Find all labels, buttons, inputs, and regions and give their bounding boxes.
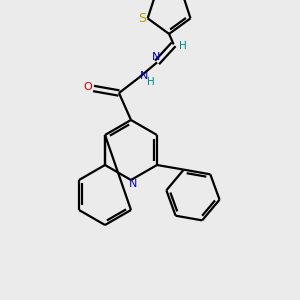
Text: N: N <box>152 52 160 62</box>
Text: O: O <box>84 82 92 92</box>
Text: N: N <box>140 70 148 81</box>
Text: H: H <box>179 41 187 51</box>
Text: N: N <box>129 178 138 189</box>
Text: S: S <box>138 12 146 25</box>
Text: H: H <box>147 76 155 87</box>
